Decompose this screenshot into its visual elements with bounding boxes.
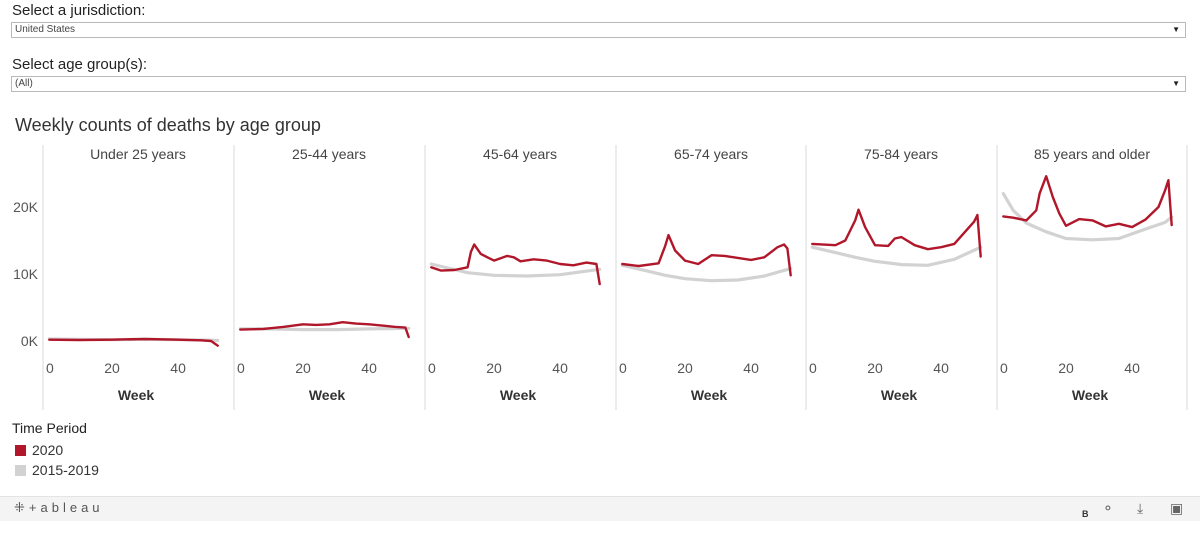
- age-group-select[interactable]: (All) ▼: [11, 76, 1186, 92]
- panel-title: Under 25 years: [90, 146, 186, 162]
- x-tick-label: 40: [933, 360, 949, 376]
- jurisdiction-label: Select a jurisdiction:: [12, 2, 146, 19]
- dropdown-arrow-icon: ▼: [1172, 79, 1180, 88]
- age-group-value: (All): [15, 78, 33, 89]
- x-tick-label: 20: [104, 360, 120, 376]
- x-axis-label: Week: [1072, 387, 1109, 403]
- chart-area: 0K 10K 20K Under 25 years 0 20 40 Week 25-44 yea…: [13, 145, 1188, 410]
- x-tick-label: 40: [1124, 360, 1140, 376]
- x-tick-label: 40: [552, 360, 568, 376]
- legend-title: Time Period: [12, 420, 87, 436]
- x-tick-label: 0: [428, 360, 436, 376]
- series-line-baseline: [429, 262, 602, 278]
- series-line-2020: [430, 243, 601, 286]
- y-tick-label: 10K: [13, 266, 39, 282]
- x-tick-label: 40: [743, 360, 759, 376]
- panel-title: 75-84 years: [864, 146, 938, 162]
- jurisdiction-select[interactable]: United States ▼: [11, 22, 1186, 38]
- panel-title: 45-64 years: [483, 146, 557, 162]
- x-axis-label: Week: [118, 387, 155, 403]
- panel-title: 65-74 years: [674, 146, 748, 162]
- y-tick-label: 0K: [21, 333, 39, 349]
- download-icon[interactable]: ⤓: [1137, 500, 1144, 516]
- fullscreen-icon[interactable]: ▣: [1170, 500, 1184, 516]
- x-tick-label: 40: [170, 360, 186, 376]
- panel-title: 25-44 years: [292, 146, 366, 162]
- x-axis-label: Week: [881, 387, 918, 403]
- series-line-2020: [621, 233, 792, 277]
- x-axis-label: Week: [309, 387, 346, 403]
- x-tick-label: 40: [361, 360, 377, 376]
- legend-swatch-baseline: [15, 465, 26, 476]
- age-group-label: Select age group(s):: [12, 56, 148, 73]
- legend-label-baseline: 2015-2019: [32, 462, 99, 478]
- series-line-2020: [1002, 175, 1173, 229]
- panel-title: 85 years and older: [1034, 146, 1150, 162]
- x-tick-label: 0: [1000, 360, 1008, 376]
- x-tick-label: 20: [486, 360, 502, 376]
- footer-toolbar: ⁜+ableau B ⚬ ⤓ ▣: [0, 496, 1200, 521]
- tableau-logo: ⁜+ableau: [14, 500, 104, 515]
- legend-label-2020: 2020: [32, 442, 64, 458]
- series-line-2020: [811, 208, 982, 258]
- series-line-baseline: [810, 245, 983, 267]
- series-line-2020: [239, 320, 410, 339]
- series-line-2020: [48, 337, 219, 347]
- x-axis-label: Week: [691, 387, 728, 403]
- x-axis-label: Week: [500, 387, 537, 403]
- x-tick-label: 0: [46, 360, 54, 376]
- x-tick-label: 20: [867, 360, 883, 376]
- x-tick-label: 0: [619, 360, 627, 376]
- series-line-baseline: [620, 263, 793, 283]
- legend-swatch-2020: [15, 445, 26, 456]
- x-tick-label: 0: [809, 360, 817, 376]
- y-tick-label: 20K: [13, 199, 39, 215]
- series-line-baseline: [1001, 191, 1174, 242]
- b-label: B: [1082, 509, 1089, 519]
- x-tick-label: 20: [677, 360, 693, 376]
- share-icon[interactable]: ⚬: [1102, 500, 1114, 516]
- legend-item-2020[interactable]: 2020: [15, 442, 63, 458]
- legend-item-baseline[interactable]: 2015-2019: [15, 462, 99, 478]
- dropdown-arrow-icon: ▼: [1172, 25, 1180, 34]
- x-tick-label: 20: [295, 360, 311, 376]
- x-tick-label: 0: [237, 360, 245, 376]
- chart-title: Weekly counts of deaths by age group: [15, 115, 321, 135]
- x-tick-label: 20: [1058, 360, 1074, 376]
- jurisdiction-value: United States: [15, 24, 76, 35]
